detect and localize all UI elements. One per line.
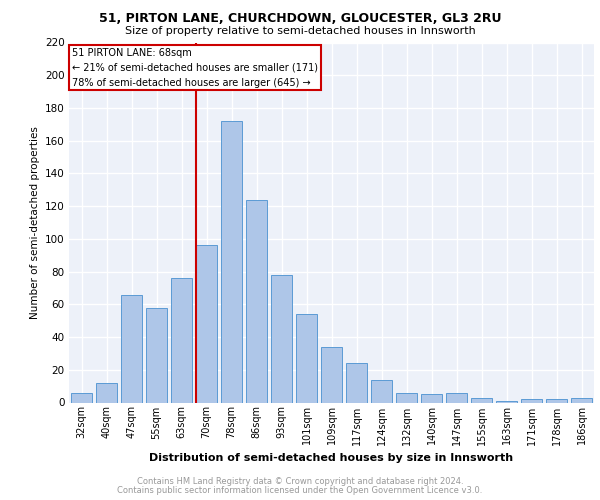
Bar — [571, 398, 592, 402]
Bar — [221, 121, 242, 402]
Text: 51 PIRTON LANE: 68sqm
← 21% of semi-detached houses are smaller (171)
78% of sem: 51 PIRTON LANE: 68sqm ← 21% of semi-deta… — [71, 48, 317, 88]
Bar — [521, 399, 542, 402]
Text: 51, PIRTON LANE, CHURCHDOWN, GLOUCESTER, GL3 2RU: 51, PIRTON LANE, CHURCHDOWN, GLOUCESTER,… — [99, 12, 501, 26]
Bar — [496, 401, 517, 402]
Bar — [96, 383, 117, 402]
Bar — [171, 278, 192, 402]
Bar — [121, 294, 142, 403]
Bar — [71, 392, 92, 402]
Bar — [146, 308, 167, 402]
Bar — [321, 347, 342, 403]
Bar — [421, 394, 442, 402]
Text: Contains public sector information licensed under the Open Government Licence v3: Contains public sector information licen… — [118, 486, 482, 495]
Bar — [271, 275, 292, 402]
Bar — [246, 200, 267, 402]
Bar — [346, 363, 367, 403]
Bar — [446, 392, 467, 402]
Text: Size of property relative to semi-detached houses in Innsworth: Size of property relative to semi-detach… — [125, 26, 475, 36]
Bar — [296, 314, 317, 402]
Y-axis label: Number of semi-detached properties: Number of semi-detached properties — [29, 126, 40, 319]
Bar — [371, 380, 392, 402]
X-axis label: Distribution of semi-detached houses by size in Innsworth: Distribution of semi-detached houses by … — [149, 453, 514, 463]
Bar — [196, 246, 217, 402]
Text: Contains HM Land Registry data © Crown copyright and database right 2024.: Contains HM Land Registry data © Crown c… — [137, 477, 463, 486]
Bar — [546, 399, 567, 402]
Bar — [471, 398, 492, 402]
Bar — [396, 392, 417, 402]
